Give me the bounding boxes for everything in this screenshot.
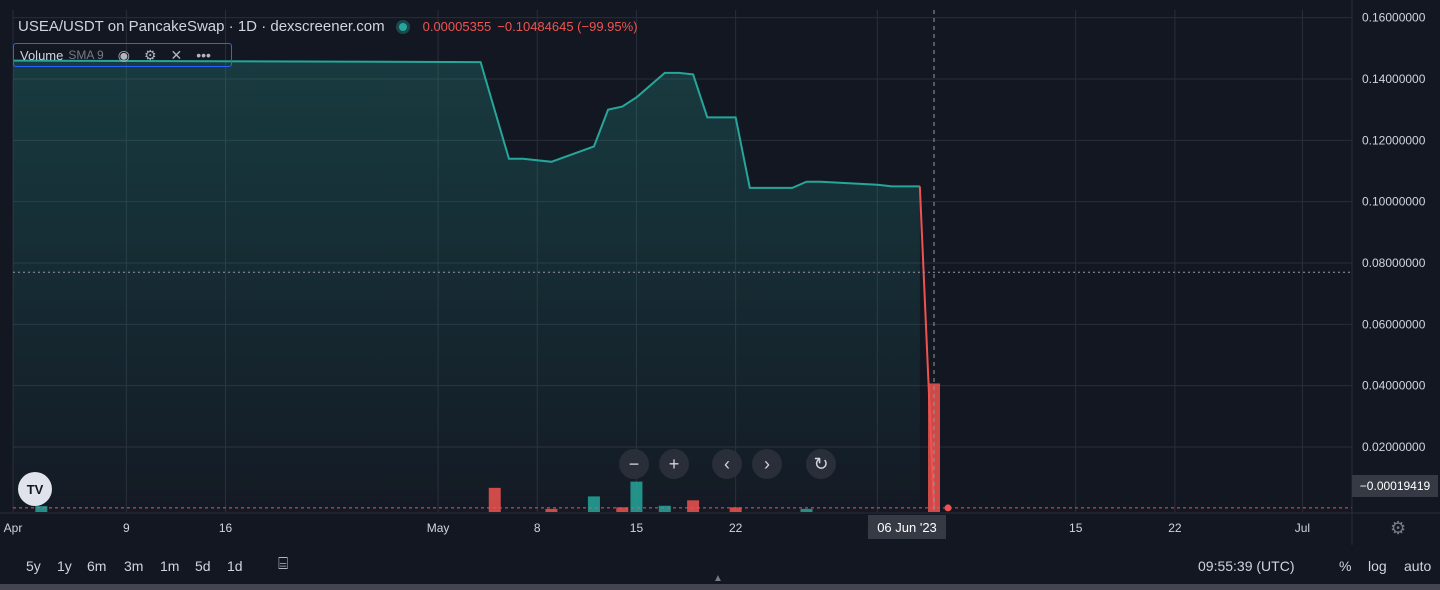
y-tick-label: 0.14000000 [1362,72,1426,86]
zoom-out-button[interactable]: − [619,449,649,479]
price-area [13,60,920,512]
volume-bar [545,508,558,512]
volume-bar [616,507,629,512]
utc-clock[interactable]: 09:55:39 (UTC) [1198,558,1295,574]
axes: 0.16000000 0.14000000 0.12000000 0.10000000… [0,0,1440,545]
volume-bar [488,487,501,512]
volume-bar [35,506,48,512]
y-tick-label: 0.08000000 [1362,256,1426,270]
timeframe-1d[interactable]: 1d [227,558,243,574]
crosshair-date-label: 06 Jun '23 [868,515,946,539]
more-icon[interactable]: ••• [196,47,211,63]
scroll-forward-button[interactable]: › [752,449,782,479]
close-icon[interactable]: ✕ [170,46,183,63]
scroll-back-button[interactable]: ‹ [712,449,742,479]
zoom-in-button[interactable]: + [659,449,689,479]
x-tick-label: 22 [1168,521,1182,535]
gear-icon[interactable]: ⚙ [1390,518,1407,538]
timeframe-1y[interactable]: 1y [57,558,72,574]
symbol-title: USEA/USDT on PancakeSwap [18,18,225,35]
volume-bar [658,505,671,512]
bottom-divider [0,584,1440,590]
x-tick-label: 9 [123,521,130,535]
settings-icon[interactable]: ⚙ [143,46,157,63]
x-tick-label: Jul [1295,521,1310,535]
price-line [12,10,1352,512]
volume-bar [800,508,813,512]
volume-bar [587,496,600,512]
eye-icon[interactable]: ◉ [117,46,130,63]
timeframe-3m[interactable]: 3m [124,558,144,574]
crosshair-price-label: −0.00019419 [1352,475,1438,497]
source-label: dexscreener.com [270,18,385,35]
auto-toggle[interactable]: auto [1404,558,1432,574]
volume-bar [687,500,700,512]
y-tick-label: 0.16000000 [1362,11,1426,25]
y-tick-label: 0.06000000 [1362,317,1426,331]
price-area-fill [13,60,920,512]
x-tick-label: 8 [534,521,541,535]
market-status-dot [398,22,407,31]
timeframe-6m[interactable]: 6m [87,558,107,574]
interval-label: 1D [237,18,258,35]
y-tick-label: 0.04000000 [1362,379,1426,393]
y-tick-label: 0.02000000 [1362,440,1426,454]
timeframe-5y[interactable]: 5y [26,558,41,574]
volume-bar [630,481,643,512]
timeframe-5d[interactable]: 5d [195,558,211,574]
price-line-up [12,59,920,189]
log-toggle[interactable]: log [1368,558,1387,574]
x-tick-label: 15 [630,521,644,535]
x-tick-label: 15 [1069,521,1083,535]
price-line-drop [918,186,936,509]
price-chart[interactable]: 0.16000000 0.14000000 0.12000000 0.10000000… [0,0,1440,545]
separator: · [257,18,271,35]
scroll-up-icon[interactable]: ▲ [713,573,723,584]
tradingview-logo[interactable]: TV [18,472,52,506]
price-change: −0.10484645 (−99.95%) [497,19,638,34]
volume-param: SMA 9 [68,48,104,62]
y-tick-label: 0.12000000 [1362,133,1426,147]
x-tick-label: 16 [219,521,233,535]
volume-indicator-legend[interactable]: Volume SMA 9 ◉ ⚙ ✕ ••• [13,43,232,67]
last-price-dot [944,504,952,512]
volume-label: Volume [20,47,64,63]
timeframe-1m[interactable]: 1m [160,558,180,574]
calendar-icon[interactable]: ⌸ [278,554,289,573]
x-tick-label: 22 [729,521,743,535]
x-tick-label: Apr [4,521,23,535]
volume-bar [928,383,941,512]
percent-toggle[interactable]: % [1339,558,1352,574]
x-tick-label: May [427,521,450,535]
separator: · [224,18,238,35]
last-price: 0.00005355 [422,19,492,34]
reset-chart-button[interactable]: ↻ [806,449,836,479]
y-tick-label: 0.10000000 [1362,195,1426,209]
volume-bar [729,507,742,512]
symbol-legend: USEA/USDT on PancakeSwap · 1D · dexscree… [18,18,644,35]
